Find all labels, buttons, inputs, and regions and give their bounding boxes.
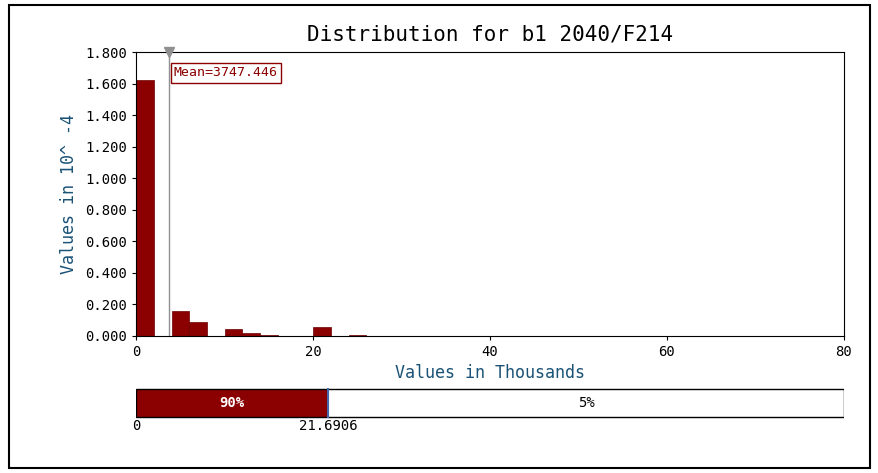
Text: 0: 0 bbox=[132, 419, 140, 433]
Text: 90%: 90% bbox=[220, 396, 244, 410]
Bar bbox=[327, 389, 843, 417]
Bar bbox=[313, 327, 330, 336]
Bar bbox=[171, 311, 189, 336]
Bar bbox=[348, 334, 366, 336]
Text: 5%: 5% bbox=[577, 396, 594, 410]
Bar bbox=[136, 389, 327, 417]
X-axis label: Values in Thousands: Values in Thousands bbox=[394, 364, 585, 382]
Y-axis label: Values in 10^ -4: Values in 10^ -4 bbox=[61, 114, 78, 274]
Bar bbox=[260, 335, 277, 336]
Bar bbox=[189, 323, 207, 336]
Text: 21.6906: 21.6906 bbox=[299, 419, 357, 433]
Bar bbox=[225, 329, 242, 336]
Bar bbox=[242, 333, 260, 336]
Bar bbox=[136, 80, 154, 336]
Title: Distribution for b1 2040/F214: Distribution for b1 2040/F214 bbox=[306, 25, 673, 45]
Text: Mean=3747.446: Mean=3747.446 bbox=[174, 67, 277, 79]
